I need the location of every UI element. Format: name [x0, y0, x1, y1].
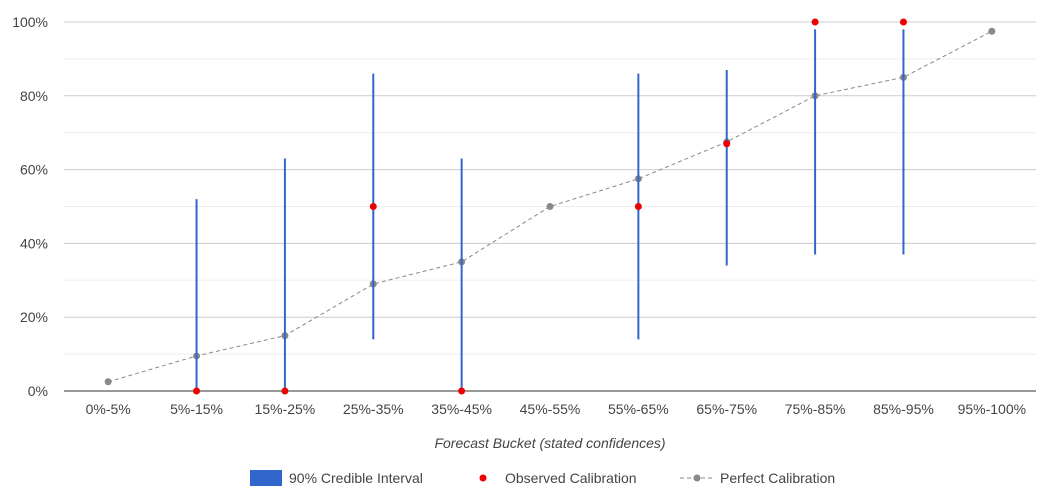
grid-lines: [64, 21, 1036, 392]
y-tick-label: 100%: [12, 14, 48, 30]
legend-item-perfect-calibration[interactable]: Perfect Calibration: [680, 470, 835, 486]
legend-label-perfect-calibration: Perfect Calibration: [720, 470, 835, 486]
x-tick-label: 95%-100%: [958, 401, 1027, 417]
y-tick-label: 60%: [20, 162, 48, 178]
perfect-calibration-point[interactable]: [546, 203, 554, 210]
x-tick-label: 35%-45%: [431, 401, 492, 417]
x-tick-label: 0%-5%: [86, 401, 131, 417]
y-axis-tick-labels: 0% 20% 40% 60% 80% 100%: [12, 14, 48, 399]
x-tick-label: 45%-55%: [520, 401, 581, 417]
observed-calibration-point[interactable]: [281, 387, 289, 395]
y-tick-label: 0%: [28, 383, 48, 399]
observed-calibration-point[interactable]: [369, 203, 377, 210]
x-tick-label: 55%-65%: [608, 401, 669, 417]
legend-marker-observed-calibration: [479, 474, 487, 482]
observed-calibration-point[interactable]: [811, 18, 819, 26]
legend: 90% Credible Interval Observed Calibrati…: [250, 470, 835, 486]
x-tick-label: 25%-35%: [343, 401, 404, 417]
x-tick-label: 85%-95%: [873, 401, 934, 417]
observed-calibration-series: [193, 18, 907, 395]
legend-marker-perfect-calibration: [693, 474, 701, 482]
y-tick-label: 20%: [20, 309, 48, 325]
x-axis-title: Forecast Bucket (stated confidences): [434, 435, 665, 451]
observed-calibration-point[interactable]: [193, 387, 201, 395]
legend-label-observed-calibration: Observed Calibration: [505, 470, 637, 486]
observed-calibration-point[interactable]: [723, 140, 731, 148]
x-tick-label: 15%-25%: [255, 401, 316, 417]
perfect-calibration-line: [108, 30, 993, 383]
legend-swatch-credible-interval: [250, 470, 282, 486]
legend-item-observed-calibration[interactable]: Observed Calibration: [479, 470, 637, 486]
y-tick-label: 80%: [20, 88, 48, 104]
x-tick-label: 75%-85%: [785, 401, 846, 417]
perfect-calibration-point[interactable]: [988, 27, 996, 35]
x-axis-tick-labels: 0%-5% 5%-15% 15%-25% 25%-35% 35%-45% 45%-55% 5…: [86, 401, 1026, 417]
credible-interval-series: [195, 29, 905, 391]
x-tick-label: 5%-15%: [170, 401, 223, 417]
perfect-calibration-point[interactable]: [104, 378, 112, 386]
legend-item-credible-interval[interactable]: 90% Credible Interval: [250, 470, 423, 486]
legend-label-credible-interval: 90% Credible Interval: [289, 470, 423, 486]
y-tick-label: 40%: [20, 235, 48, 251]
observed-calibration-point[interactable]: [634, 203, 642, 210]
observed-calibration-point[interactable]: [458, 387, 466, 395]
x-tick-label: 65%-75%: [696, 401, 757, 417]
observed-calibration-point[interactable]: [899, 18, 907, 26]
